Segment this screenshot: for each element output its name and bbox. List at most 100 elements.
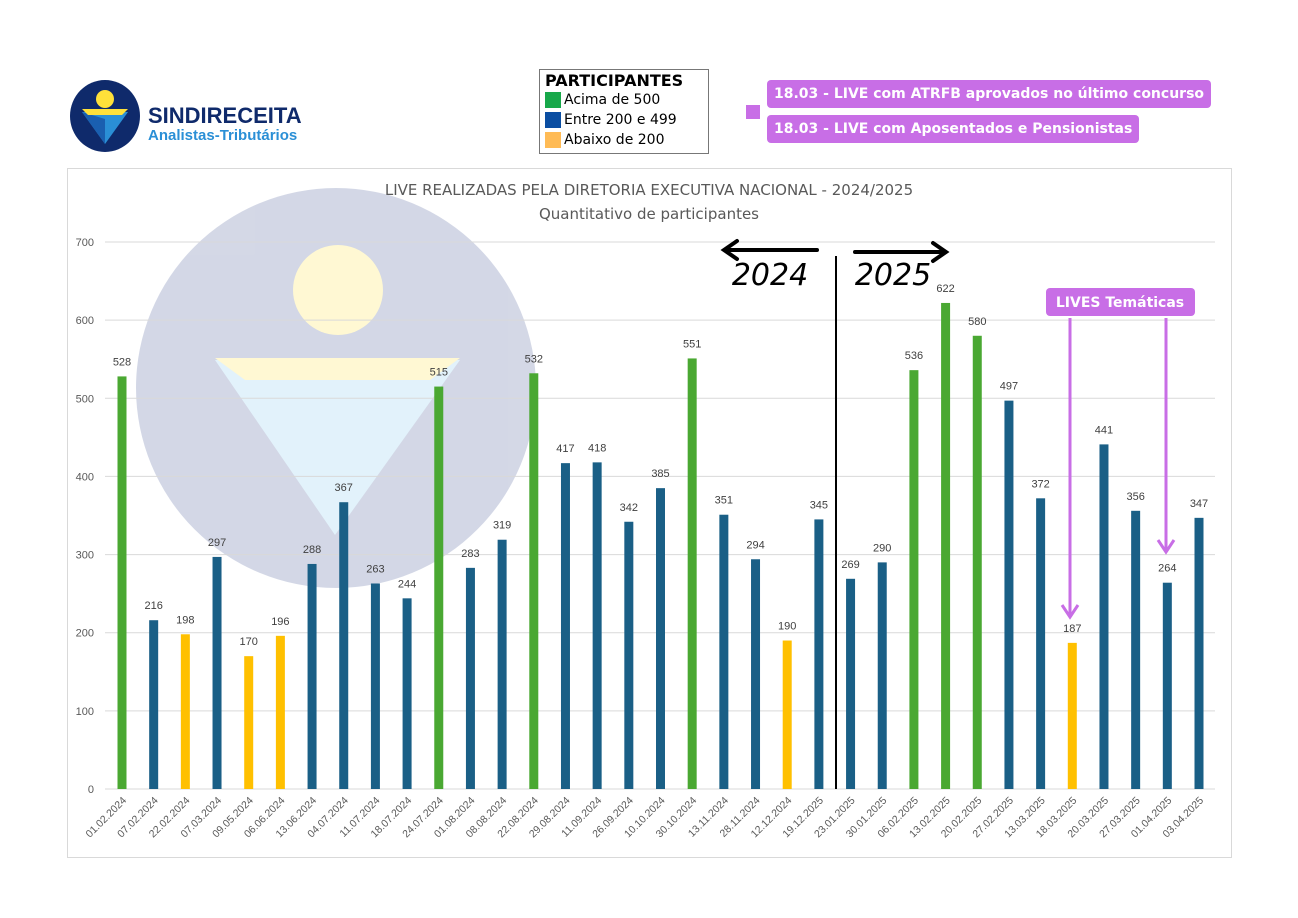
arrow-right-icon	[853, 241, 950, 263]
bar	[1067, 642, 1077, 789]
data-label: 441	[1095, 424, 1113, 436]
bar	[434, 386, 444, 789]
data-label: 288	[303, 544, 321, 556]
logo: SINDIRECEITA Analistas-Tributários	[70, 79, 320, 158]
bar	[656, 488, 665, 789]
legend-swatch-blue	[545, 112, 561, 128]
data-label: 342	[620, 502, 638, 514]
bar	[465, 567, 475, 789]
bar	[1194, 517, 1204, 789]
legend-swatch-yellow	[545, 132, 561, 148]
bar	[402, 598, 412, 789]
year-label-2024: 2024	[732, 258, 808, 293]
y-tick-label: 700	[76, 237, 94, 249]
y-tick-label: 100	[76, 706, 94, 718]
thematic-badge	[1046, 288, 1195, 316]
bar	[117, 376, 127, 789]
note-1: 18.03 - LIVE com ATRFB aprovados no últi…	[767, 80, 1212, 108]
data-label: 551	[683, 338, 701, 350]
data-label: 190	[778, 621, 796, 633]
y-tick-label: 200	[76, 628, 94, 640]
bar	[972, 335, 982, 789]
data-label: 418	[588, 442, 606, 454]
bar	[560, 463, 570, 789]
bar	[909, 370, 919, 789]
data-label: 532	[525, 353, 543, 365]
participants-legend: PARTICIPANTES Acima de 500 Entre 200 e 4…	[539, 69, 709, 154]
data-label: 294	[746, 539, 764, 551]
bar	[719, 514, 729, 789]
chart-frame	[67, 168, 1232, 858]
logo-emblem-icon	[70, 80, 140, 152]
chart-subtitle: Quantitativo de participantes	[539, 205, 759, 223]
y-tick-label: 400	[76, 471, 94, 483]
legend-title: PARTICIPANTES	[545, 71, 684, 90]
data-label: 385	[651, 468, 669, 480]
data-label: 170	[240, 636, 258, 648]
data-label: 198	[176, 614, 194, 626]
data-label: 216	[144, 600, 162, 612]
bar	[814, 519, 824, 789]
bar	[149, 620, 159, 789]
data-label: 515	[430, 367, 448, 379]
bar	[941, 302, 951, 789]
bar	[687, 358, 697, 789]
data-label: 528	[113, 356, 131, 368]
data-label: 269	[841, 559, 859, 571]
legend-item: Abaixo de 200	[540, 130, 708, 150]
watermark-logo-icon	[136, 188, 536, 588]
bar	[307, 563, 317, 789]
y-tick-label: 600	[76, 315, 94, 327]
bar	[1004, 400, 1014, 789]
bar	[624, 521, 634, 789]
y-tick-label: 300	[76, 550, 94, 562]
arrow-left-icon	[720, 239, 819, 261]
logo-subtitle: Analistas-Tributários	[148, 127, 298, 144]
bar	[212, 556, 222, 789]
data-label: 536	[905, 350, 923, 362]
data-label: 417	[556, 443, 574, 455]
data-label: 356	[1126, 491, 1144, 503]
data-label: 290	[873, 542, 891, 554]
data-label: 187	[1063, 623, 1081, 635]
bar	[370, 583, 380, 789]
bar	[1131, 510, 1141, 789]
bar	[275, 635, 285, 789]
data-label: 347	[1190, 498, 1208, 510]
bar	[529, 373, 539, 789]
logo-name: SINDIRECEITA	[148, 103, 302, 128]
legend-label: Abaixo de 200	[564, 132, 665, 148]
year-label-2025: 2025	[855, 258, 931, 293]
y-tick-label: 0	[88, 784, 94, 796]
bar	[751, 559, 761, 789]
bar	[1099, 444, 1109, 789]
data-label: 283	[461, 548, 479, 560]
data-label: 319	[493, 520, 511, 532]
chart-title: LIVE REALIZADAS PELA DIRETORIA EXECUTIVA…	[385, 181, 913, 199]
note-2: 18.03 - LIVE com Aposentados e Pensionis…	[767, 115, 1140, 143]
bar	[339, 502, 349, 789]
data-label: 367	[335, 482, 353, 494]
bar	[497, 539, 507, 789]
data-label: 497	[1000, 381, 1018, 393]
bar	[592, 462, 602, 789]
bar	[877, 562, 887, 789]
legend-label: Entre 200 e 499	[564, 112, 677, 128]
thematic-arrow-icon	[1156, 318, 1176, 555]
data-label: 345	[810, 499, 828, 511]
data-label: 622	[936, 283, 954, 295]
note-marker-square	[746, 105, 760, 119]
bar	[244, 656, 254, 789]
data-label: 196	[271, 616, 289, 628]
data-label: 244	[398, 578, 416, 590]
legend-item: Entre 200 e 499	[540, 110, 708, 130]
data-label: 580	[968, 316, 986, 328]
data-label: 372	[1031, 478, 1049, 490]
data-label: 351	[715, 495, 733, 507]
legend-item: Acima de 500	[540, 90, 708, 110]
data-label: 297	[208, 537, 226, 549]
bar	[1162, 582, 1172, 789]
legend-swatch-green	[545, 92, 561, 108]
